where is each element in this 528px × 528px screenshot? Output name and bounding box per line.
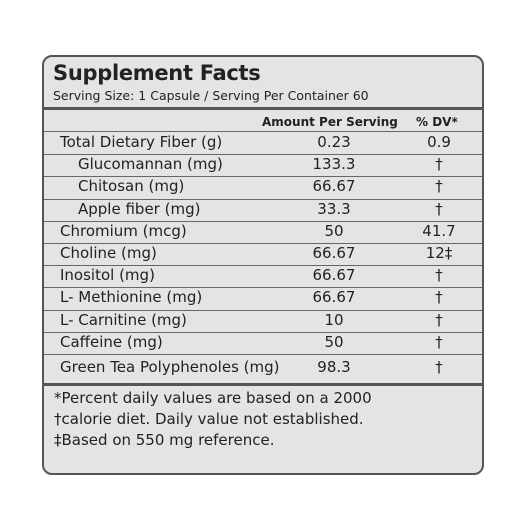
divider (44, 131, 482, 132)
amount: 0.23 (317, 133, 351, 151)
daily-value: † (435, 177, 443, 196)
daily-value: 0.9 (427, 133, 451, 151)
amount: 133.3 (312, 155, 356, 174)
daily-value: † (435, 288, 443, 307)
footnote: ‡Based on 550 mg reference. (54, 431, 275, 450)
row-divider (44, 154, 482, 156)
amount: 66.67 (312, 288, 356, 307)
amount: 50 (324, 221, 344, 240)
nutrient-name: Total Dietary Fiber (g) (60, 133, 223, 151)
amount: 50 (324, 332, 344, 351)
nutrient-name: Inositol (mg) (60, 266, 155, 285)
daily-value: † (435, 310, 443, 329)
row-divider (44, 354, 482, 355)
column-header: % DV* (416, 115, 458, 129)
daily-value: † (435, 266, 443, 285)
nutrient-name: Chitosan (mg) (78, 177, 185, 196)
amount: 33.3 (317, 199, 351, 218)
row-divider (44, 331, 482, 333)
nutrient-name: Chromium (mcg) (60, 221, 187, 240)
row-divider (44, 220, 482, 222)
row-divider (44, 309, 482, 311)
daily-value: 12‡ (425, 244, 453, 262)
nutrient-name: Green Tea Polyphenoles (mg) (60, 358, 280, 376)
daily-value: † (435, 155, 443, 174)
nutrient-name: Caffeine (mg) (60, 332, 163, 351)
row-divider (44, 287, 482, 289)
row-divider (44, 198, 482, 200)
daily-value: 41.7 (422, 221, 456, 240)
row-divider (44, 243, 482, 244)
nutrient-name: Apple fiber (mg) (78, 199, 201, 218)
row-divider (44, 265, 482, 267)
daily-value: † (435, 199, 443, 218)
footnote: *Percent daily values are based on a 200… (54, 389, 372, 408)
footnote: †calorie diet. Daily value not establish… (54, 410, 364, 429)
divider (44, 107, 482, 110)
amount: 66.67 (312, 177, 356, 196)
nutrient-name: Glucomannan (mg) (78, 155, 223, 174)
amount: 66.67 (312, 244, 356, 262)
row-divider (44, 176, 482, 178)
divider (44, 383, 482, 387)
title: Supplement Facts (53, 61, 261, 85)
nutrient-name: L- Methionine (mg) (60, 288, 203, 307)
nutrient-name: L- Carnitine (mg) (60, 310, 187, 329)
supplement-panel: Supplement Facts Serving Size: 1 Capsule… (42, 55, 484, 475)
amount: 98.3 (317, 358, 351, 376)
nutrient-name: Choline (mg) (60, 244, 157, 262)
daily-value: † (435, 358, 443, 376)
serving-size: Serving Size: 1 Capsule / Serving Per Co… (53, 88, 369, 103)
column-header: Amount Per Serving (262, 115, 398, 129)
daily-value: † (435, 332, 443, 351)
amount: 66.67 (312, 266, 356, 285)
amount: 10 (324, 310, 344, 329)
